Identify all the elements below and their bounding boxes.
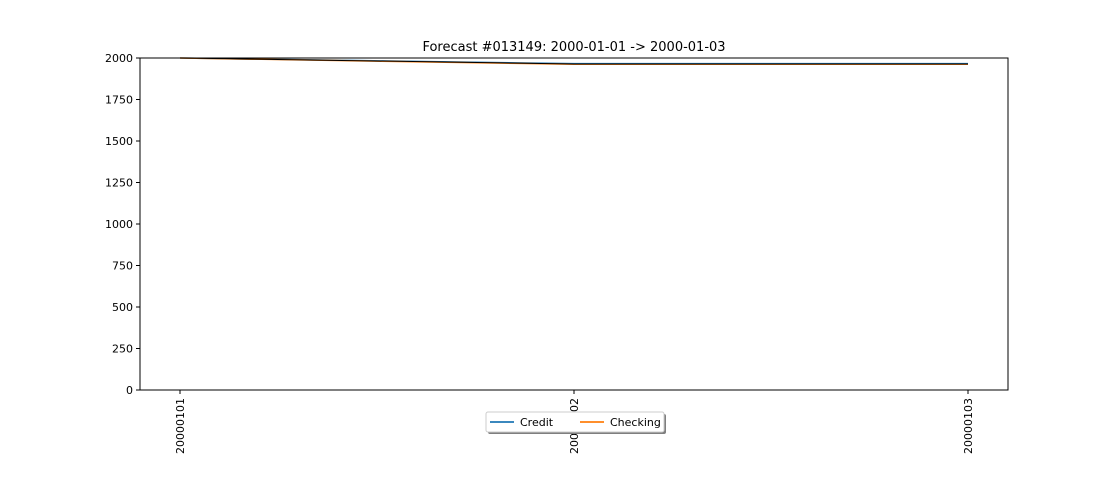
y-tick-label: 250 bbox=[112, 343, 133, 356]
y-tick-label: 1500 bbox=[105, 135, 133, 148]
series-line-credit bbox=[179, 57, 968, 65]
y-tick-label: 1250 bbox=[105, 177, 133, 190]
legend-box bbox=[485, 411, 665, 433]
plot-frame bbox=[139, 57, 1009, 391]
y-tick-label: 500 bbox=[112, 301, 133, 314]
y-tick-label: 1750 bbox=[105, 94, 133, 107]
y-tick-label: 1000 bbox=[105, 218, 133, 231]
y-tick-label: 2000 bbox=[105, 52, 133, 65]
y-tick-label: 0 bbox=[126, 384, 133, 397]
y-tick-label: 750 bbox=[112, 260, 133, 273]
legend: Credit Checking bbox=[485, 411, 666, 434]
x-tick-label: 20000103 bbox=[962, 398, 975, 454]
x-tick-label: 20000101 bbox=[174, 398, 187, 454]
overlay-line bbox=[179, 57, 968, 65]
chart-title: Forecast #013149: 2000-01-01 -> 2000-01-… bbox=[422, 40, 725, 55]
legend-label-checking: Checking bbox=[610, 416, 661, 429]
legend-label-credit: Credit bbox=[520, 416, 554, 429]
y-axis: 0 250 500 750 1000 1250 1500 1750 2000 bbox=[105, 52, 140, 397]
plot-area bbox=[139, 57, 1009, 391]
